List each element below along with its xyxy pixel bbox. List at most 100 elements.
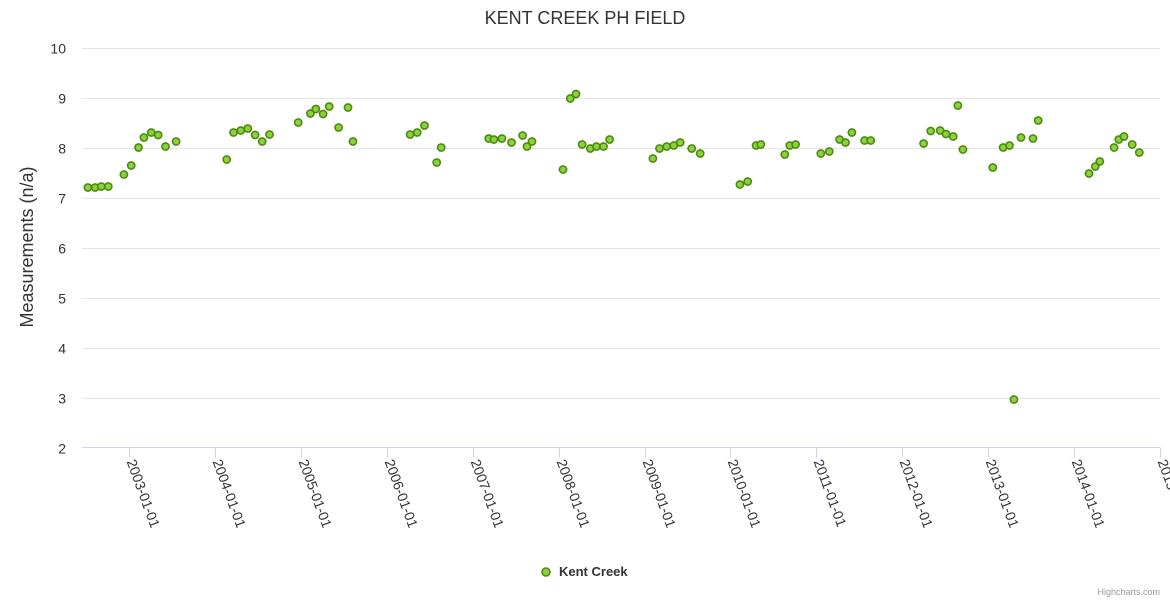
data-point[interactable] (229, 128, 238, 137)
data-point[interactable] (1095, 157, 1105, 166)
data-point[interactable] (675, 138, 685, 147)
data-point[interactable] (824, 147, 834, 156)
data-point[interactable] (146, 128, 156, 137)
data-point[interactable] (662, 142, 672, 151)
data-point[interactable] (565, 94, 575, 103)
data-point[interactable] (571, 89, 581, 99)
data-point[interactable] (958, 145, 968, 154)
x-tick-label: 2005-01-01 (296, 457, 336, 530)
data-point[interactable] (1109, 143, 1119, 152)
data-point[interactable] (293, 118, 303, 127)
data-point[interactable] (139, 133, 149, 142)
data-point[interactable] (134, 143, 143, 152)
x-tick-label: 2013-01-01 (983, 457, 1023, 530)
data-point[interactable] (1033, 116, 1043, 125)
data-point[interactable] (791, 140, 800, 149)
data-point[interactable] (236, 126, 246, 135)
legend-marker[interactable] (541, 567, 551, 577)
data-point[interactable] (171, 137, 181, 146)
data-point[interactable] (153, 130, 163, 140)
data-point[interactable] (436, 143, 446, 152)
data-point[interactable] (941, 129, 951, 139)
data-point[interactable] (222, 155, 232, 164)
data-point[interactable] (1028, 134, 1038, 143)
data-point[interactable] (119, 170, 129, 179)
data-point[interactable] (1005, 141, 1014, 150)
data-point[interactable] (412, 128, 422, 137)
x-axis: 2003-01-01 2004-01-01 2005-01-01 2006-01-01… (124, 447, 1170, 530)
data-point[interactable] (518, 131, 527, 140)
data-point[interactable] (318, 109, 328, 119)
data-point[interactable] (96, 182, 106, 191)
data-point[interactable] (161, 142, 170, 151)
y-tick-label: 3 (58, 391, 66, 407)
data-point[interactable] (953, 101, 963, 110)
data-point[interactable] (405, 130, 415, 139)
credits-link[interactable]: Highcharts.com (1097, 587, 1160, 597)
data-point[interactable] (527, 137, 537, 146)
data-point[interactable] (489, 135, 499, 144)
grid-lines (82, 48, 1160, 399)
data-point[interactable] (1119, 132, 1129, 141)
data-point[interactable] (558, 165, 568, 174)
data-point[interactable] (847, 128, 857, 137)
x-tick-label: 2015-01-01 (1155, 457, 1170, 530)
data-point[interactable] (816, 149, 826, 158)
y-axis-label: Measurements (n/a) (17, 166, 37, 327)
data-point[interactable] (655, 144, 664, 153)
data-point[interactable] (343, 103, 353, 112)
data-point[interactable] (522, 142, 532, 151)
data-point[interactable] (841, 138, 850, 147)
data-point[interactable] (1016, 133, 1026, 142)
x-tick-label: 2003-01-01 (124, 457, 164, 530)
data-point[interactable] (1084, 169, 1094, 178)
data-point[interactable] (497, 134, 507, 143)
data-point[interactable] (743, 177, 753, 186)
y-tick-label: 2 (58, 441, 66, 457)
data-point[interactable] (1127, 140, 1137, 149)
data-point[interactable] (948, 132, 958, 141)
data-point[interactable] (83, 183, 93, 192)
data-point[interactable] (780, 150, 790, 159)
y-tick-label: 10 (50, 41, 66, 57)
data-point[interactable] (866, 136, 876, 145)
data-point[interactable] (243, 124, 253, 133)
x-tick-label: 2006-01-01 (382, 457, 422, 530)
data-point[interactable] (735, 180, 745, 189)
data-point[interactable] (126, 161, 136, 170)
data-point[interactable] (250, 130, 260, 140)
x-tick-label: 2009-01-01 (640, 457, 680, 530)
data-point[interactable] (257, 137, 267, 146)
data-point[interactable] (605, 135, 614, 144)
data-point[interactable] (695, 149, 705, 158)
x-tick-label: 2007-01-01 (468, 457, 508, 530)
x-tick-label: 2004-01-01 (210, 457, 250, 530)
data-point[interactable] (432, 158, 442, 167)
data-point[interactable] (577, 140, 587, 149)
x-tick-label: 2012-01-01 (897, 457, 937, 530)
data-point[interactable] (103, 182, 113, 191)
data-point[interactable] (648, 154, 658, 163)
data-point[interactable] (324, 102, 334, 111)
data-point[interactable] (1009, 395, 1019, 404)
y-axis: 2 3 4 5 6 7 8 9 10 (50, 41, 66, 457)
data-point[interactable] (507, 138, 516, 147)
data-point[interactable] (420, 121, 429, 130)
data-point[interactable] (756, 140, 766, 149)
legend-item-kent-creek[interactable]: Kent Creek (559, 564, 628, 579)
data-point[interactable] (687, 144, 697, 153)
data-point[interactable] (919, 139, 928, 148)
data-point[interactable] (348, 137, 358, 146)
data-point[interactable] (988, 163, 998, 172)
legend[interactable]: Kent Creek (541, 564, 628, 579)
data-point[interactable] (305, 109, 315, 118)
data-point[interactable] (926, 126, 936, 136)
data-point[interactable] (1134, 148, 1144, 157)
data-point[interactable] (311, 104, 321, 114)
data-point[interactable] (265, 130, 274, 139)
y-tick-label: 6 (58, 241, 66, 257)
data-point[interactable] (334, 123, 343, 132)
data-point[interactable] (599, 142, 608, 151)
data-point[interactable] (592, 142, 601, 151)
